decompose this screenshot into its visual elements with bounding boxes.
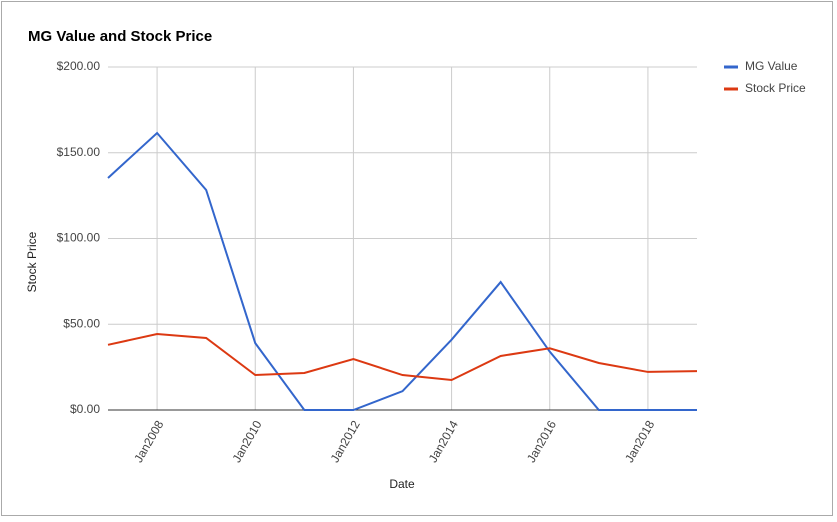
legend-label: MG Value bbox=[745, 59, 798, 73]
y-tick-label: $200.00 bbox=[57, 59, 101, 73]
x-axis-label: Date bbox=[389, 477, 415, 491]
legend-label: Stock Price bbox=[745, 81, 806, 95]
chart-title: MG Value and Stock Price bbox=[28, 28, 212, 45]
y-axis-label: Stock Price bbox=[25, 231, 39, 292]
series-line bbox=[107, 333, 698, 382]
y-tick-label: $50.00 bbox=[63, 316, 100, 330]
series-line bbox=[107, 131, 697, 411]
y-tick-label: $100.00 bbox=[57, 231, 101, 245]
y-tick-label: $0.00 bbox=[70, 402, 100, 416]
y-tick-label: $150.00 bbox=[57, 145, 101, 159]
